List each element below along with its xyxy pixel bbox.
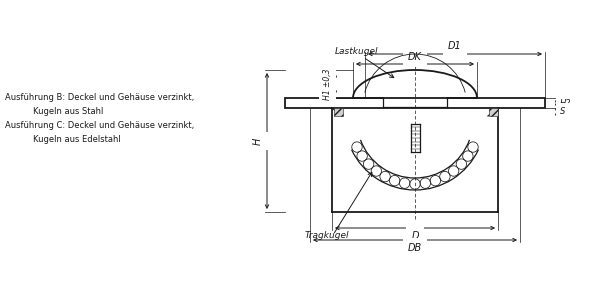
Text: DK: DK xyxy=(408,52,422,62)
Text: H2: H2 xyxy=(560,98,572,107)
Text: DB: DB xyxy=(408,243,422,253)
Text: D: D xyxy=(411,231,419,241)
Text: Ausführung C: Deckel und Gehäuse verzinkt,: Ausführung C: Deckel und Gehäuse verzink… xyxy=(5,122,194,130)
Text: S: S xyxy=(560,107,565,117)
Text: Ausführung B: Deckel und Gehäuse verzinkt,: Ausführung B: Deckel und Gehäuse verzink… xyxy=(5,94,194,103)
Text: Kugeln aus Stahl: Kugeln aus Stahl xyxy=(33,107,103,117)
Text: H: H xyxy=(253,137,263,145)
Bar xyxy=(334,108,343,116)
Text: Kugeln aus Edelstahl: Kugeln aus Edelstahl xyxy=(33,135,121,145)
Text: D1: D1 xyxy=(448,41,462,51)
Text: Lastkugel: Lastkugel xyxy=(335,47,379,56)
Text: H1 ±0,3: H1 ±0,3 xyxy=(323,68,332,100)
Text: Tragkugel: Tragkugel xyxy=(305,231,349,240)
Bar xyxy=(489,108,498,116)
